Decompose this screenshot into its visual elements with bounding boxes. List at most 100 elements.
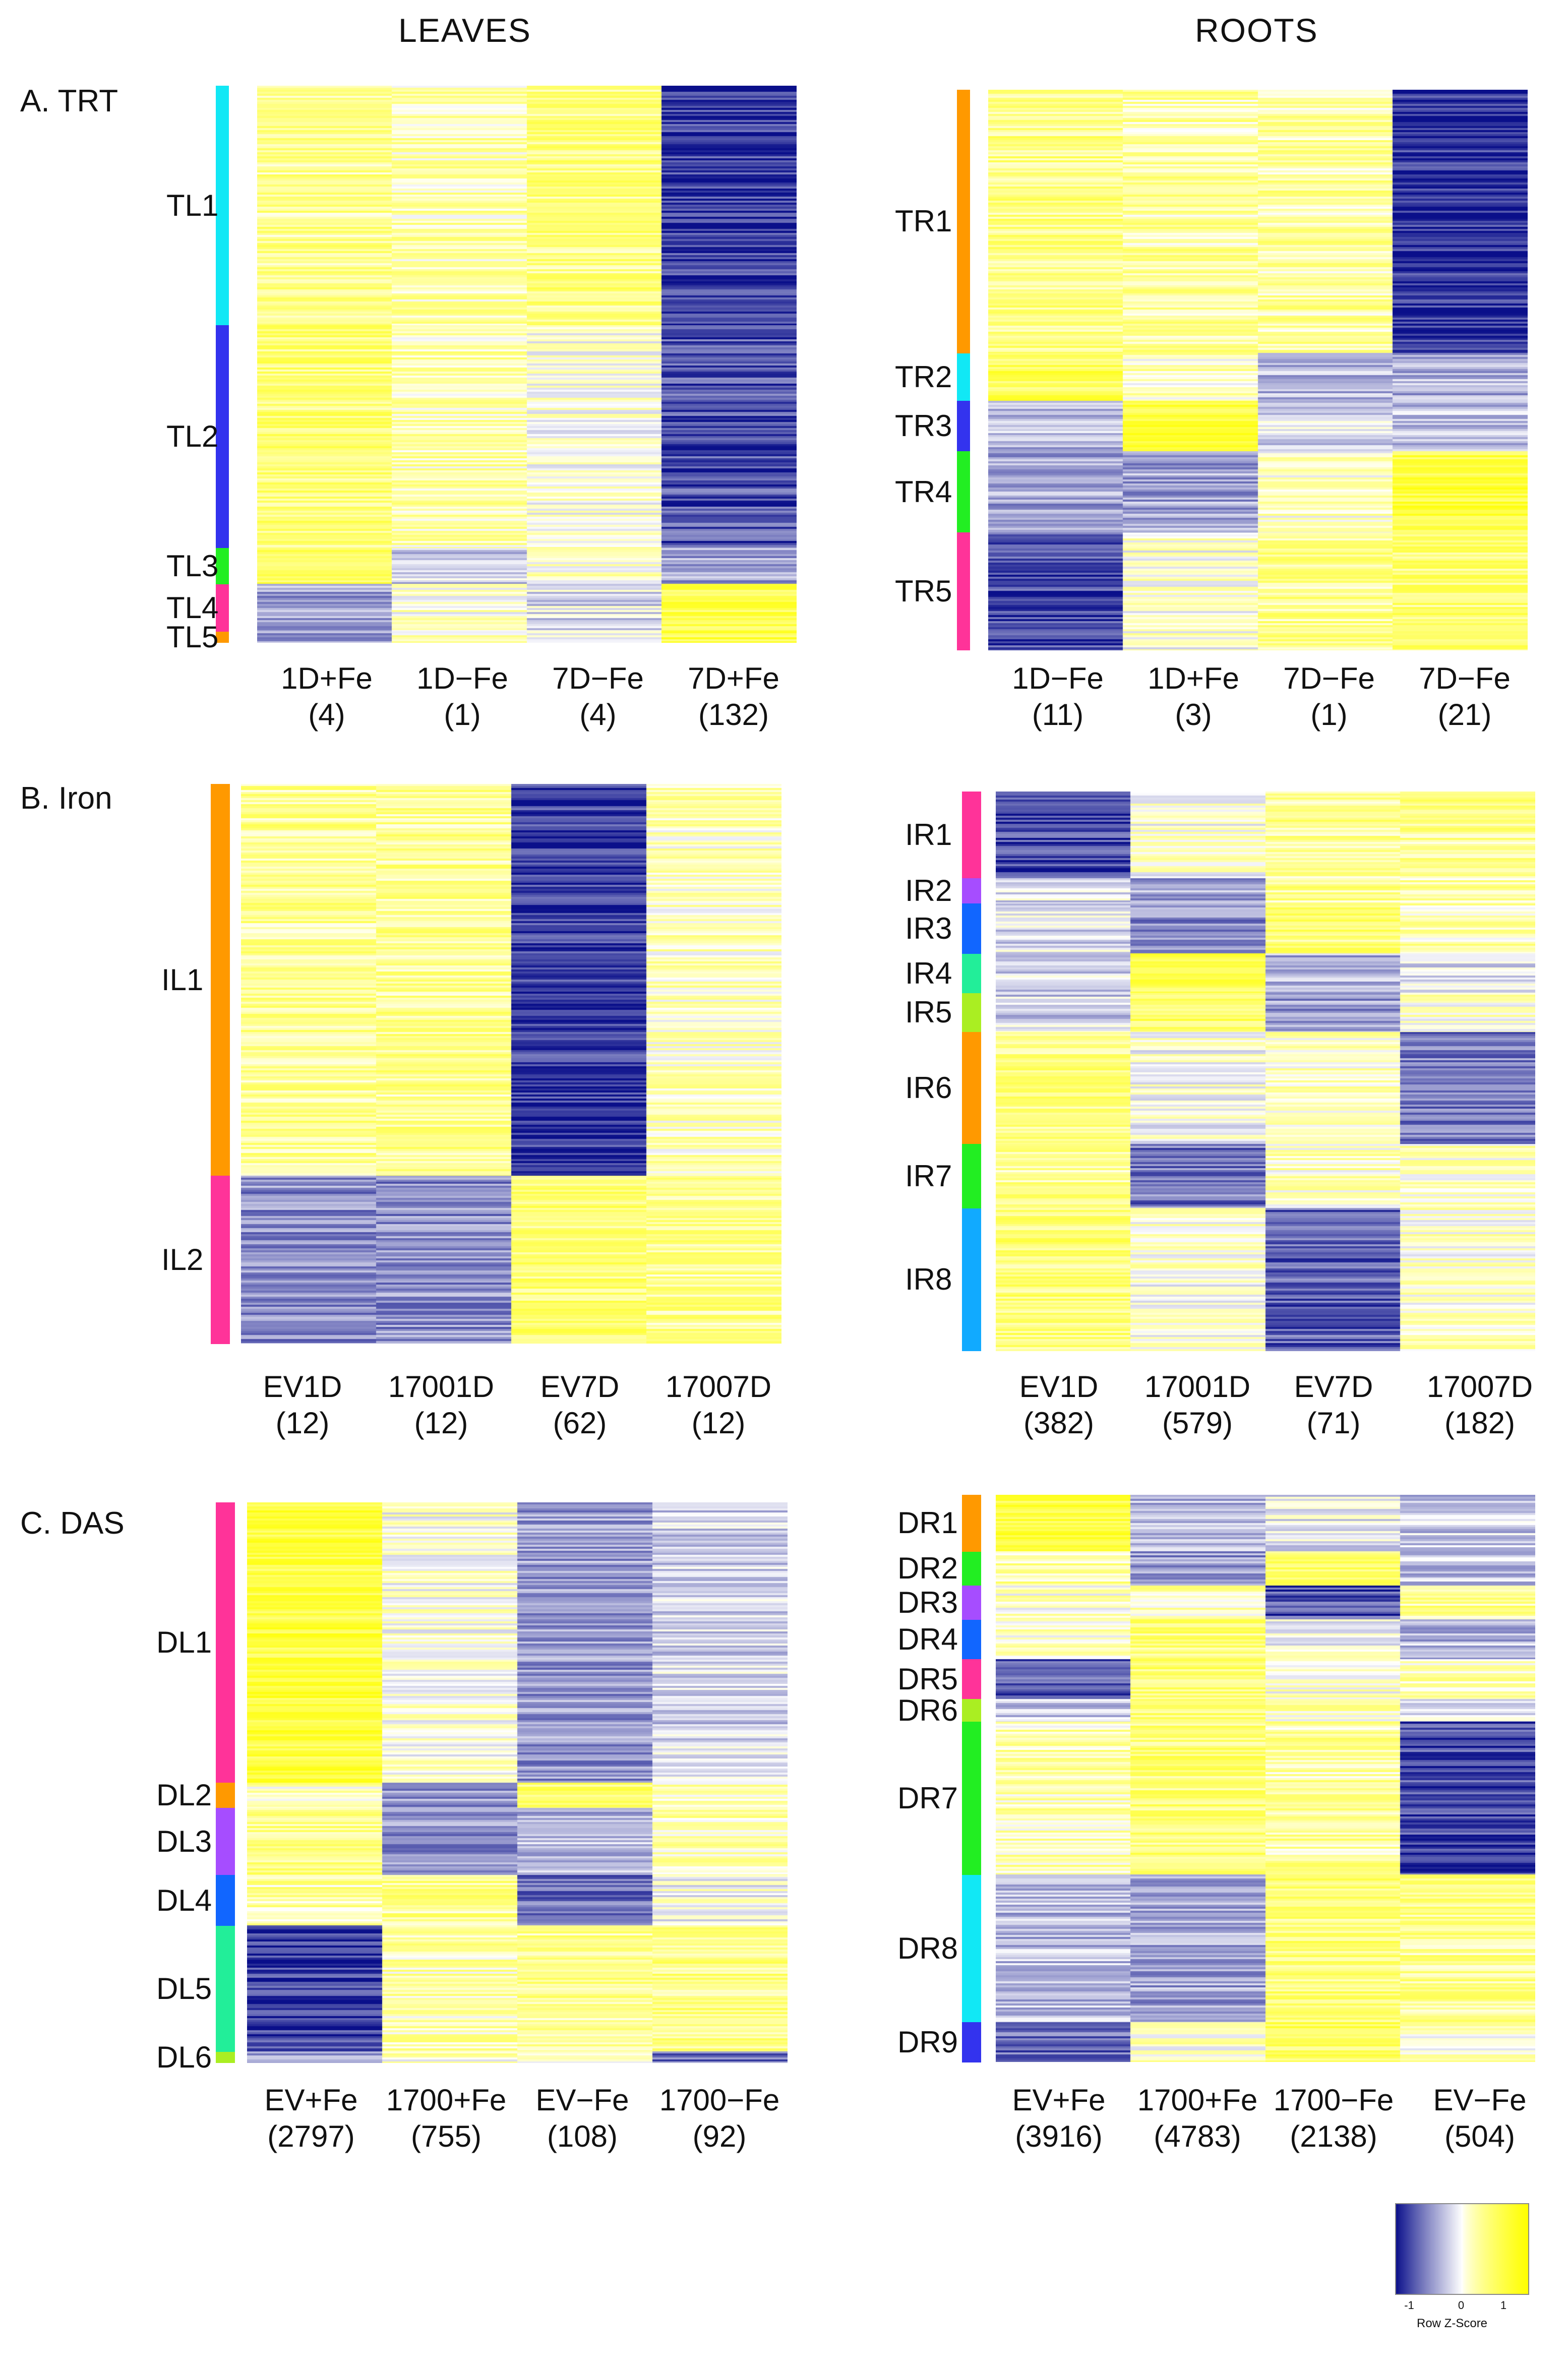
column-count: (12) bbox=[691, 1406, 746, 1440]
column-count: (108) bbox=[547, 2119, 618, 2153]
column-name: EV7D bbox=[540, 1370, 620, 1404]
cluster-segment-dr9 bbox=[962, 2022, 981, 2062]
heatmap-cells bbox=[247, 1502, 788, 2063]
heatmap-cells bbox=[988, 90, 1528, 650]
column-name: 17001D bbox=[388, 1370, 495, 1404]
column-count: (755) bbox=[410, 2119, 482, 2153]
cluster-segment-dr5 bbox=[962, 1659, 981, 1699]
legend-title: Row Z-Score bbox=[1417, 2317, 1488, 2330]
cluster-label-dr8: DR8 bbox=[897, 1931, 958, 1965]
cluster-bar-B-leaves bbox=[211, 784, 230, 1344]
column-count: (12) bbox=[414, 1406, 468, 1440]
column-name: 7D−Fe bbox=[1283, 661, 1375, 695]
cluster-label-tl3: TL3 bbox=[166, 549, 219, 583]
heatmap-cells bbox=[241, 784, 781, 1344]
cluster-label-dl1: DL1 bbox=[156, 1625, 212, 1659]
cluster-label-tl1: TL1 bbox=[166, 188, 219, 222]
cluster-label-ir3: IR3 bbox=[905, 911, 952, 945]
cluster-segment-tl2 bbox=[216, 325, 229, 549]
cluster-label-ir4: IR4 bbox=[905, 956, 952, 990]
column-name: 7D+Fe bbox=[688, 661, 779, 695]
cluster-label-tr5: TR5 bbox=[895, 574, 952, 609]
column-name: EV7D bbox=[1294, 1370, 1373, 1404]
cluster-label-ir7: IR7 bbox=[905, 1159, 952, 1193]
cluster-bar-C-roots bbox=[962, 1495, 981, 2062]
column-count: (92) bbox=[692, 2119, 747, 2153]
cluster-label-dr7: DR7 bbox=[897, 1781, 958, 1815]
cluster-label-tr2: TR2 bbox=[895, 359, 952, 394]
column-count: (3916) bbox=[1015, 2119, 1103, 2153]
column-count: (579) bbox=[1162, 1406, 1233, 1440]
column-label: 7D−Fe (21) bbox=[1397, 660, 1533, 733]
column-label: EV+Fe (2797) bbox=[243, 2082, 379, 2155]
cluster-label-tr1: TR1 bbox=[895, 204, 952, 238]
column-label: EV1D (12) bbox=[234, 1369, 371, 1441]
column-label: 1D+Fe (4) bbox=[259, 660, 395, 733]
cluster-segment-tr2 bbox=[957, 353, 970, 401]
heatmap-cells bbox=[996, 792, 1535, 1351]
legend-tick-low: -1 bbox=[1404, 2299, 1414, 2312]
cluster-segment-ir6 bbox=[962, 1032, 981, 1144]
color-key-legend: -1 0 1 Row Z-Score bbox=[1394, 2203, 1540, 2364]
cluster-segment-ir8 bbox=[962, 1208, 981, 1352]
column-name: 17001D bbox=[1144, 1370, 1251, 1404]
column-count: (1) bbox=[444, 698, 481, 732]
cluster-label-dr3: DR3 bbox=[897, 1585, 958, 1619]
color-key-gradient bbox=[1395, 2203, 1529, 2295]
cluster-segment-dr3 bbox=[962, 1586, 981, 1620]
cluster-segment-tr4 bbox=[957, 451, 970, 533]
cluster-label-dr2: DR2 bbox=[897, 1551, 958, 1586]
cluster-label-dr1: DR1 bbox=[897, 1506, 958, 1540]
section-label-a: A. TRT bbox=[20, 84, 118, 118]
column-label: 1D−Fe (1) bbox=[394, 660, 530, 733]
column-name: EV+Fe bbox=[264, 2083, 358, 2117]
column-count: (182) bbox=[1444, 1406, 1516, 1440]
cluster-label-tr4: TR4 bbox=[895, 474, 952, 509]
column-label: 17007D (182) bbox=[1412, 1369, 1548, 1441]
column-count: (132) bbox=[698, 698, 769, 732]
cluster-segment-tl3 bbox=[216, 548, 229, 585]
cluster-segment-dl4 bbox=[216, 1875, 235, 1926]
cluster-segment-ir7 bbox=[962, 1144, 981, 1209]
cluster-label-dl2: DL2 bbox=[156, 1778, 212, 1812]
cluster-segment-dl6 bbox=[216, 2051, 235, 2063]
cluster-label-dl3: DL3 bbox=[156, 1824, 212, 1858]
leaves-header: LEAVES bbox=[398, 12, 531, 49]
column-label: EV1D (382) bbox=[991, 1369, 1127, 1441]
column-label: 17007D (12) bbox=[650, 1369, 787, 1441]
heatmap-A-roots bbox=[988, 90, 1528, 650]
column-label: EV+Fe (3916) bbox=[991, 2082, 1127, 2155]
cluster-segment-dr6 bbox=[962, 1699, 981, 1722]
column-label: EV7D (62) bbox=[512, 1369, 648, 1441]
heatmap-A-leaves bbox=[257, 86, 797, 643]
heatmap-C-roots bbox=[996, 1495, 1535, 2062]
column-name: 1700+Fe bbox=[386, 2083, 507, 2117]
cluster-bar-A-roots bbox=[957, 90, 970, 651]
column-count: (504) bbox=[1444, 2119, 1516, 2153]
column-count: (4) bbox=[579, 698, 617, 732]
column-label: EV7D (71) bbox=[1265, 1369, 1402, 1441]
cluster-segment-tl5 bbox=[216, 631, 229, 643]
column-label: 1700−Fe (92) bbox=[651, 2082, 788, 2155]
cluster-label-dr9: DR9 bbox=[897, 2025, 958, 2059]
column-label: 17001D (12) bbox=[373, 1369, 509, 1441]
cluster-segment-dl1 bbox=[216, 1502, 235, 1783]
cluster-segment-ir3 bbox=[962, 903, 981, 954]
column-label: 1D−Fe (11) bbox=[990, 660, 1126, 733]
cluster-label-tr3: TR3 bbox=[895, 409, 952, 443]
cluster-segment-dl2 bbox=[216, 1783, 235, 1808]
column-count: (71) bbox=[1306, 1406, 1361, 1440]
cluster-segment-tr5 bbox=[957, 532, 970, 651]
column-count: (12) bbox=[275, 1406, 330, 1440]
column-name: EV1D bbox=[263, 1370, 342, 1404]
column-label: 17001D (579) bbox=[1129, 1369, 1265, 1441]
cluster-segment-tr3 bbox=[957, 401, 970, 452]
column-label: 1700−Fe (2138) bbox=[1265, 2082, 1402, 2155]
cluster-segment-il2 bbox=[211, 1176, 230, 1344]
column-name: 17007D bbox=[1426, 1370, 1533, 1404]
column-count: (2797) bbox=[267, 2119, 355, 2153]
column-label: 1700+Fe (4783) bbox=[1129, 2082, 1265, 2155]
cluster-segment-dr7 bbox=[962, 1722, 981, 1875]
column-name: 1700−Fe bbox=[1273, 2083, 1394, 2117]
heatmap-cells bbox=[257, 86, 797, 643]
